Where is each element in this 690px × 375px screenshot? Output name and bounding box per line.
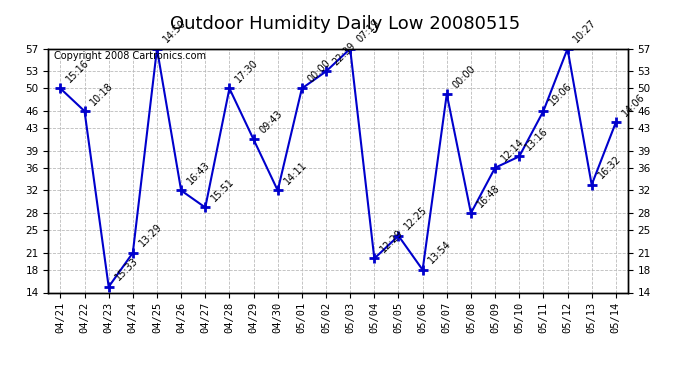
Text: 00:00: 00:00 xyxy=(451,63,477,90)
Text: 14:11: 14:11 xyxy=(282,160,308,186)
Text: 14:50: 14:50 xyxy=(161,18,188,45)
Text: 00:00: 00:00 xyxy=(306,58,333,84)
Text: 12:14: 12:14 xyxy=(500,137,526,164)
Text: 15:16: 15:16 xyxy=(65,57,91,84)
Text: 17:30: 17:30 xyxy=(234,57,260,84)
Text: 19:06: 19:06 xyxy=(548,80,574,107)
Text: 12:29: 12:29 xyxy=(379,228,405,254)
Text: 16:48: 16:48 xyxy=(475,182,502,209)
Text: 16:43: 16:43 xyxy=(186,160,212,186)
Text: 09:43: 09:43 xyxy=(258,109,284,135)
Text: 16:32: 16:32 xyxy=(596,154,622,181)
Text: 07:19: 07:19 xyxy=(355,18,381,45)
Text: Outdoor Humidity Daily Low 20080515: Outdoor Humidity Daily Low 20080515 xyxy=(170,15,520,33)
Text: 15:33: 15:33 xyxy=(113,256,139,283)
Text: 22:39: 22:39 xyxy=(331,40,357,67)
Text: 12:25: 12:25 xyxy=(403,205,430,232)
Text: 10:18: 10:18 xyxy=(89,80,115,107)
Text: 10:27: 10:27 xyxy=(572,18,598,45)
Text: 15:51: 15:51 xyxy=(210,176,236,203)
Text: Copyright 2008 Cartronics.com: Copyright 2008 Cartronics.com xyxy=(54,51,206,61)
Text: 13:16: 13:16 xyxy=(524,126,550,152)
Text: 13:29: 13:29 xyxy=(137,222,164,249)
Text: 13:54: 13:54 xyxy=(427,239,453,266)
Text: 14:06: 14:06 xyxy=(620,92,647,118)
